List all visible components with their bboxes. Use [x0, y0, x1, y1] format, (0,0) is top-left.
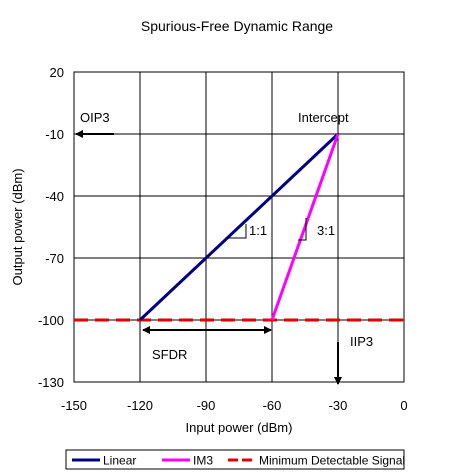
- iip3-label: IIP3: [350, 334, 373, 349]
- x-tick-label: -60: [263, 398, 282, 413]
- y-tick-label: -70: [45, 251, 64, 266]
- oip3-label: OIP3: [80, 110, 110, 125]
- legend-label: IM3: [193, 454, 213, 468]
- y-tick-label: 20: [50, 65, 64, 80]
- series-line-im3: [270, 133, 340, 321]
- slope-marker-im3: [298, 218, 307, 241]
- x-tick-label: 0: [400, 398, 407, 413]
- plot-area-border: [73, 71, 405, 383]
- chart-title: Spurious-Free Dynamic Range: [141, 18, 333, 34]
- legend-label: Minimum Detectable Signal: [259, 454, 405, 468]
- y-tick-label: -10: [45, 127, 64, 142]
- y-tick-label: -40: [45, 189, 64, 204]
- x-tick-labels: -150 -120 -90 -60 -30 0: [61, 398, 408, 413]
- x-tick-label: -150: [61, 398, 87, 413]
- slope-label-im3: 3:1: [317, 223, 335, 238]
- x-tick-label: -120: [127, 398, 153, 413]
- y-tick-label: -130: [38, 375, 64, 390]
- x-tick-label: -90: [197, 398, 216, 413]
- sfdr-label: SFDR: [152, 347, 187, 362]
- series-line-linear: [138, 132, 340, 322]
- legend: Linear IM3 Minimum Detectable Signal: [72, 454, 405, 468]
- y-axis-title: Output power (dBm): [10, 168, 25, 285]
- x-tick-label: -30: [329, 398, 348, 413]
- y-tick-labels: 20 -10 -40 -70 -100 -130: [38, 65, 64, 390]
- slope-label-linear: 1:1: [249, 223, 267, 238]
- data-series: [74, 132, 404, 322]
- legend-label: Linear: [103, 454, 136, 468]
- slope-marker-linear: [228, 224, 247, 239]
- x-axis-title: Input power (dBm): [186, 420, 293, 435]
- intercept-label: Intercept: [298, 110, 349, 125]
- y-tick-label: -100: [38, 313, 64, 328]
